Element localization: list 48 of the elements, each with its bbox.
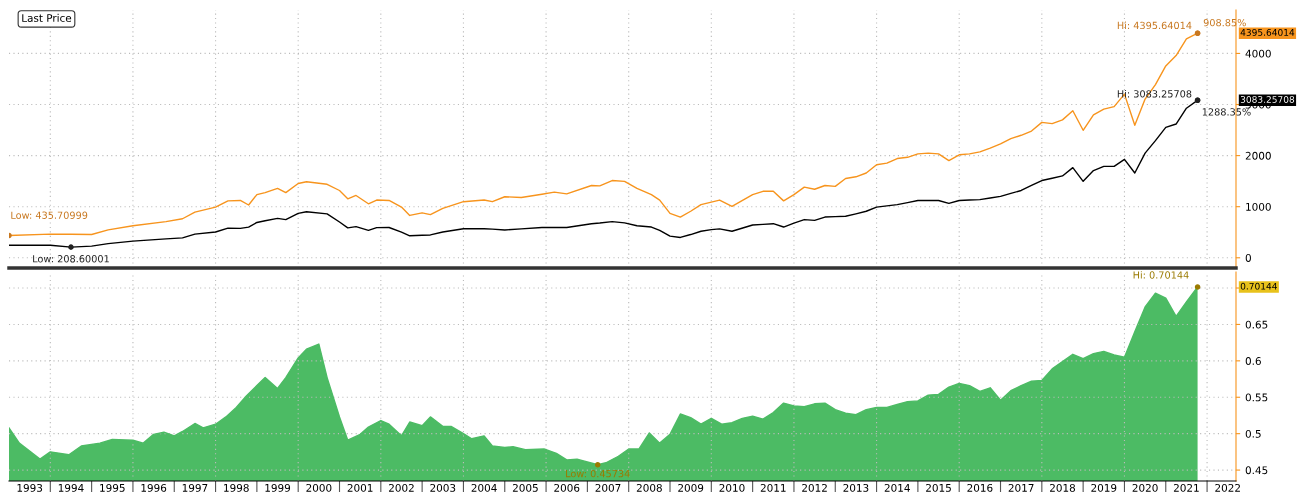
x-tick-label: 2012	[802, 483, 827, 492]
x-tick-label: 2016	[967, 483, 993, 492]
y-tick-label: 0.45	[1245, 466, 1268, 475]
x-tick-label: 2019	[1091, 483, 1117, 492]
y-tick-label: 4000	[1245, 49, 1271, 58]
x-tick-label: 2003	[430, 483, 456, 492]
x-tick-label: 2017	[1008, 483, 1034, 492]
x-tick-label: 2022	[1215, 483, 1240, 492]
x-tick-label: 2013	[843, 483, 869, 492]
x-tick-label: 1999	[265, 483, 291, 492]
x-tick-label: 2014	[884, 483, 910, 492]
x-tick-label: 2009	[678, 483, 704, 492]
annotation: Hi: 0.70144	[1133, 271, 1189, 279]
annotation: Last Price	[22, 13, 72, 22]
x-tick-label: 2008	[636, 483, 662, 492]
x-tick-label: 2000	[306, 483, 332, 492]
x-tick-label: 2004	[471, 483, 497, 492]
annotation: Hi: 4395.64014	[1117, 21, 1192, 30]
x-tick-label: 2006	[554, 483, 580, 492]
x-tick-label: 1996	[141, 483, 167, 492]
x-tick-label: 2005	[512, 483, 538, 492]
x-tick-label: 2010	[719, 483, 745, 492]
y-tick-label: 0.5	[1245, 429, 1261, 438]
annotation: Low: 435.70999	[11, 211, 88, 219]
y-tick-label: 0.65	[1245, 320, 1268, 329]
y-tick-label: 0.6	[1245, 357, 1261, 365]
x-tick-label: 2011	[760, 483, 786, 492]
x-tick-label: 1998	[224, 483, 249, 492]
text: 4395.64014	[1240, 29, 1295, 36]
x-tick-label: 2020	[1132, 483, 1158, 492]
x-tick-label: 1994	[58, 483, 84, 492]
x-tick-label: 1997	[182, 483, 208, 492]
annotation: Low: 0.45734	[566, 469, 630, 478]
y-tick-label: 2000	[1245, 151, 1271, 160]
annotation: Low: 208.60001	[33, 255, 109, 263]
x-tick-label: 2007	[595, 483, 621, 492]
y-tick-label: 1000	[1246, 202, 1271, 211]
y-tick-label: 0	[1245, 254, 1251, 262]
x-tick-label: 2021	[1173, 483, 1199, 492]
x-tick-label: 1995	[100, 483, 125, 492]
x-tick-label: 2002	[388, 483, 414, 492]
text: 0.70144	[1240, 282, 1277, 290]
x-tick-label: 2015	[926, 483, 951, 492]
x-tick-label: 1993	[17, 483, 43, 492]
y-tick-label: 0.55	[1245, 393, 1268, 402]
x-tick-label: 2001	[347, 483, 373, 492]
text: 3083.25708	[1240, 96, 1295, 103]
x-tick-label: 2018	[1049, 483, 1076, 492]
